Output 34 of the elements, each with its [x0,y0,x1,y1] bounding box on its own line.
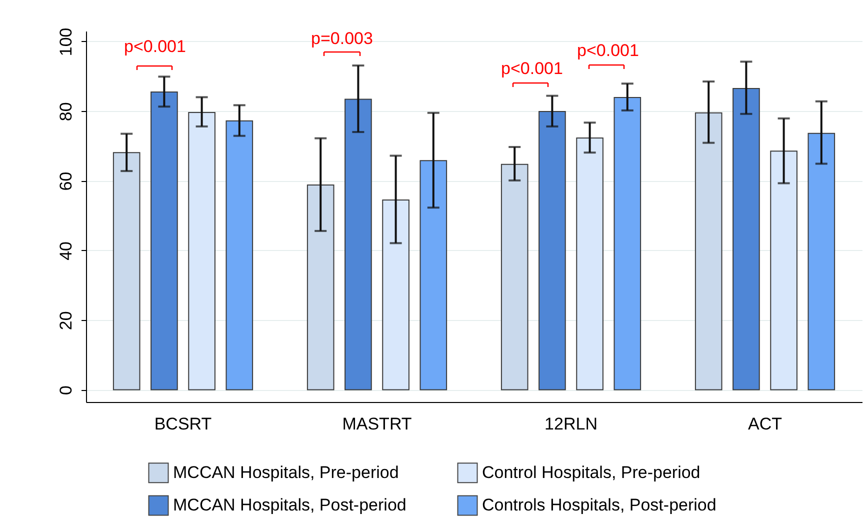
annotation: p<0.001 [577,41,639,60]
bar [576,137,604,390]
x-tick-label: 12RLN [544,414,598,434]
legend-label: MCCAN Hospitals, Post-period [173,496,406,514]
bar [770,150,798,390]
x-tick-label: ACT [748,414,782,434]
bar [538,110,566,390]
bar [306,184,334,390]
bar [732,88,760,390]
annotation: p<0.001 [124,37,186,56]
y-tick-label: 0 [56,386,76,396]
x-tick-label: MASTRT [342,414,412,434]
annotation: p=0.003 [311,29,373,48]
annotation: p<0.001 [501,59,563,78]
y-tick-label: 80 [56,102,76,122]
legend-label: MCCAN Hospitals, Pre-period [173,462,399,482]
bar [226,120,254,390]
bar [188,112,216,390]
bar [694,112,722,390]
legend-label: Controls Hospitals, Post-period [482,496,716,514]
bar [344,98,372,390]
x-tick-label: BCSRT [154,414,212,434]
y-tick-label: 100 [56,28,76,56]
bar [150,91,178,390]
bar [500,164,528,390]
legend-label: Control Hospitals, Pre-period [482,462,700,482]
bar [112,152,140,390]
bar [808,132,836,390]
y-tick-label: 20 [56,311,76,330]
bar [382,199,410,390]
bar [420,160,448,390]
y-tick-label: 40 [56,242,76,260]
y-tick-label: 60 [56,172,76,191]
bar [614,97,642,390]
